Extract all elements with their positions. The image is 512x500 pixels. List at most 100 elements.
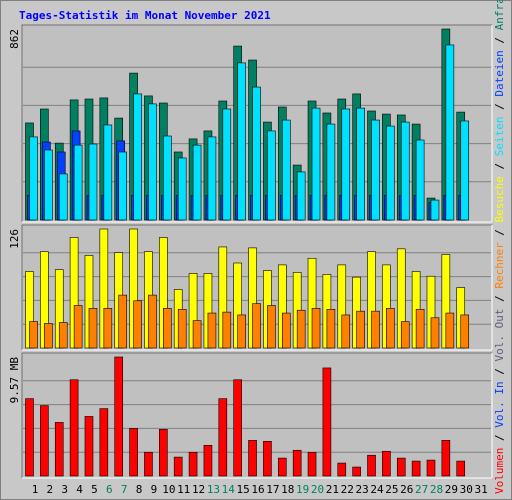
- chart-title: Tages-Statistik im Monat November 2021: [19, 9, 271, 22]
- bar: [118, 294, 128, 349]
- x-tick-label: 27: [415, 483, 428, 496]
- legend-entry: Anfragen: [493, 0, 506, 30]
- bar: [400, 321, 410, 349]
- x-tick-label: 10: [162, 483, 175, 496]
- bar: [118, 151, 128, 221]
- bar: [73, 305, 83, 349]
- bar: [222, 311, 232, 349]
- bar: [103, 308, 113, 349]
- x-tick-label: 26: [400, 483, 413, 496]
- bar: [103, 124, 113, 221]
- bar: [311, 308, 321, 349]
- bar: [148, 294, 157, 349]
- x-tick-label: 24: [370, 483, 384, 496]
- legend-separator: /: [493, 222, 506, 242]
- bar: [248, 440, 257, 477]
- bar: [441, 440, 451, 477]
- y-tick-label: 9.57 MB: [8, 357, 21, 404]
- bar: [281, 119, 291, 221]
- bar: [29, 321, 38, 349]
- bar: [311, 107, 321, 221]
- x-tick-label: 30: [460, 483, 473, 496]
- legend: Volumen / Vol. In / Vol. Out / Rechner /…: [493, 0, 506, 494]
- bar: [133, 300, 142, 349]
- bar: [99, 408, 109, 477]
- bar: [326, 123, 336, 221]
- x-tick-label: 25: [385, 483, 398, 496]
- bar: [58, 322, 68, 349]
- x-tick-label: 9: [151, 483, 158, 496]
- bar: [252, 303, 261, 349]
- bar: [411, 460, 421, 477]
- bar: [192, 320, 202, 349]
- x-tick-label: 22: [341, 483, 354, 496]
- bar: [188, 451, 198, 477]
- y-tick-label: 126: [8, 229, 21, 249]
- bar: [267, 305, 276, 349]
- x-tick-label: 23: [356, 483, 369, 496]
- bar: [352, 466, 361, 477]
- legend-separator: /: [493, 428, 506, 448]
- legend-separator: /: [493, 97, 506, 117]
- legend-separator: /: [493, 30, 506, 50]
- x-tick-label: 18: [281, 483, 294, 496]
- x-tick-label: 21: [326, 483, 339, 496]
- bar: [29, 136, 38, 221]
- legend-separator: /: [493, 156, 506, 176]
- bar: [159, 429, 168, 477]
- bar: [148, 103, 157, 221]
- bar: [173, 456, 183, 477]
- bar: [371, 119, 380, 221]
- bar: [430, 317, 440, 349]
- bar: [445, 312, 455, 349]
- bar: [356, 310, 365, 349]
- bar: [114, 356, 124, 477]
- x-tick-label: 17: [266, 483, 279, 496]
- bar: [281, 312, 291, 349]
- y-tick-label: 862: [8, 29, 21, 49]
- bar: [88, 308, 98, 349]
- legend-entry: Vol. In: [493, 381, 506, 427]
- bar: [326, 308, 336, 349]
- x-tick-label: 16: [251, 483, 264, 496]
- x-tick-label: 6: [106, 483, 113, 496]
- bar: [163, 135, 172, 221]
- bar: [69, 379, 79, 477]
- x-tick-label: 12: [192, 483, 205, 496]
- legend-separator: /: [493, 362, 506, 382]
- x-tick-label: 8: [136, 483, 143, 496]
- bar: [430, 199, 440, 221]
- legend-entry: Seiten: [493, 116, 506, 156]
- bar: [218, 398, 228, 477]
- bar: [341, 108, 351, 221]
- x-tick-label: 11: [177, 483, 190, 496]
- bar: [207, 312, 217, 349]
- bar: [396, 457, 406, 477]
- bar: [460, 120, 470, 221]
- bar: [356, 107, 365, 221]
- bar: [341, 314, 351, 349]
- bar: [88, 143, 98, 221]
- bar: [163, 308, 172, 349]
- x-tick-label: 7: [121, 483, 128, 496]
- bar: [177, 157, 187, 221]
- bar: [386, 308, 395, 349]
- x-tick-label: 19: [296, 483, 309, 496]
- x-tick-label: 15: [237, 483, 250, 496]
- bar: [252, 86, 261, 221]
- legend-entry: Volumen: [493, 448, 506, 494]
- legend-entry: Dateien: [493, 50, 506, 96]
- bar: [177, 308, 187, 349]
- legend-entry: Vol. Out: [493, 309, 506, 362]
- x-tick-label: 14: [222, 483, 236, 496]
- bar: [44, 323, 53, 349]
- bar: [337, 462, 347, 477]
- bar: [460, 314, 470, 349]
- bar: [25, 398, 34, 477]
- bar: [133, 93, 142, 221]
- bar: [277, 457, 287, 477]
- bar: [415, 308, 425, 349]
- bar: [40, 405, 49, 477]
- bar: [415, 139, 425, 221]
